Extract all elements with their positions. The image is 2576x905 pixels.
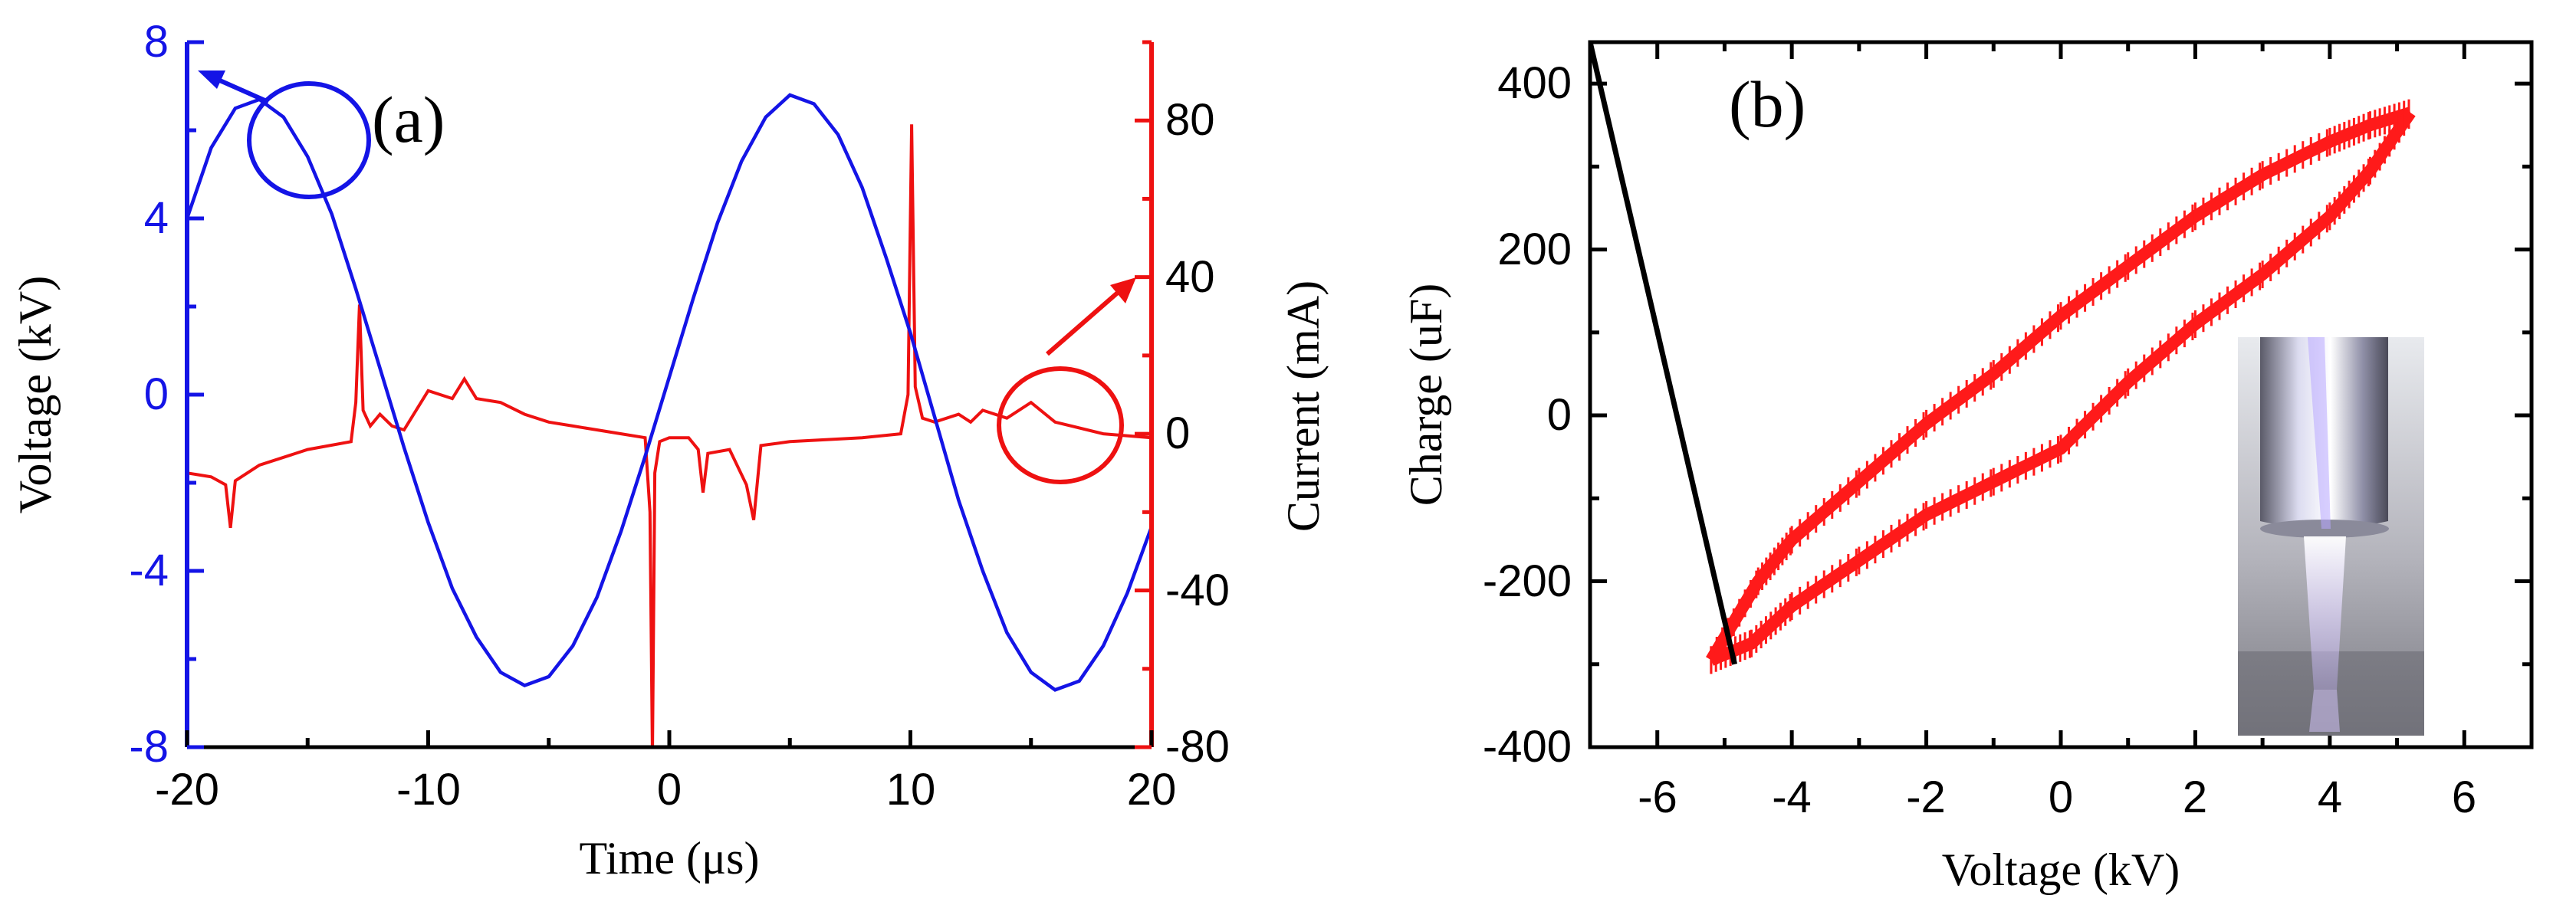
a-x-tick-label: -10 (396, 765, 461, 815)
voltage-series-line (187, 93, 1152, 692)
b-x-tick-label: -4 (1772, 772, 1812, 822)
a-x-tick-label: 10 (886, 765, 936, 815)
panel-a-y-ticks (187, 40, 204, 749)
b-y-tick-label: -400 (1483, 722, 1572, 772)
a-y2-tick-label: 40 (1165, 252, 1215, 302)
b-y-tick-label: 400 (1497, 58, 1572, 108)
qv-loop-noise-ticks (1710, 99, 2410, 674)
panel-a-label: (a) (372, 83, 445, 156)
a-x-tick-label: 20 (1127, 765, 1177, 815)
a-y2-tick-label: -40 (1165, 566, 1230, 615)
a-x-tick-label: 0 (657, 765, 682, 815)
straight-line (1590, 42, 1738, 665)
panel-a-y2-tick-labels: -80 -40 0 40 80 (1165, 95, 1230, 772)
a-x-tick-label: -20 (155, 765, 219, 815)
b-x-tick-label: 4 (2318, 772, 2342, 822)
a-y-tick-label: 4 (144, 193, 169, 243)
panel-b-plot (1590, 42, 2416, 674)
panel-a-x-axis-label: Time (μs) (580, 833, 760, 884)
panel-a-y-axis-label: Voltage (kV) (10, 276, 61, 514)
current-axis-arrowhead (1110, 277, 1136, 303)
panel-b: -6 -4 -2 0 2 4 6 -400 -200 0 200 400 Vol… (1401, 40, 2534, 895)
current-axis-arrow (1046, 289, 1121, 356)
a-y-tick-label: -8 (129, 722, 169, 772)
panel-b-y-ticks (1590, 81, 2532, 749)
b-x-tick-label: 0 (2049, 772, 2073, 822)
a-y2-tick-label: 80 (1165, 95, 1215, 145)
plasma-jet-inset-photo (2238, 337, 2424, 736)
panel-a-y2-axis-label: Current (mA) (1278, 280, 1329, 532)
b-y-tick-label: 200 (1497, 225, 1572, 274)
a-y-tick-label: 8 (144, 17, 169, 67)
voltage-axis-arrow (213, 76, 270, 104)
panel-a-plot (187, 93, 1152, 747)
voltage-axis-ellipse (247, 81, 371, 199)
panel-a: -20 -10 0 10 20 -8 -4 0 4 8 -80 -40 0 40… (10, 17, 1329, 884)
a-y-tick-label: -4 (129, 546, 169, 595)
b-x-tick-label: 2 (2183, 772, 2207, 822)
voltage-axis-arrowhead (198, 70, 225, 89)
b-x-tick-label: -6 (1638, 772, 1677, 822)
b-y-tick-label: 0 (1547, 390, 1572, 440)
current-axis-ellipse (997, 366, 1124, 484)
panel-b-x-axis-label: Voltage (kV) (1942, 844, 2180, 895)
b-x-tick-label: -2 (1906, 772, 1946, 822)
a-y2-tick-label: 0 (1165, 408, 1190, 458)
panel-a-x-ticks (185, 730, 1154, 747)
panel-b-y-axis-label: Charge (uF) (1401, 284, 1451, 507)
panel-b-x-tick-labels: -6 -4 -2 0 2 4 6 (1638, 772, 2476, 822)
panel-a-y-tick-labels: -8 -4 0 4 8 (129, 17, 169, 772)
panel-b-label: (b) (1729, 67, 1806, 141)
b-y-tick-label: -200 (1483, 556, 1572, 606)
b-x-tick-label: 6 (2452, 772, 2476, 822)
a-y-tick-label: 0 (144, 369, 169, 419)
panel-a-x-tick-labels: -20 -10 0 10 20 (155, 765, 1176, 815)
panel-b-x-ticks (1588, 42, 2534, 747)
panel-a-y2-ticks (1135, 40, 1152, 749)
a-y2-tick-label: -80 (1165, 722, 1230, 772)
panel-b-y-tick-labels: -400 -200 0 200 400 (1483, 58, 1572, 772)
